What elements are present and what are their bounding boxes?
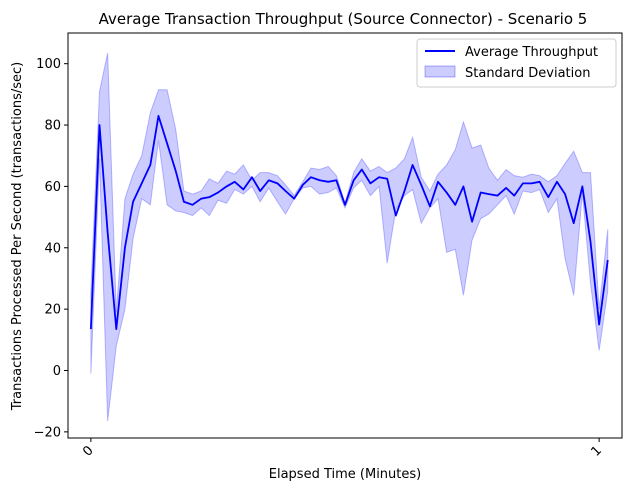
y-tick-label: 0 bbox=[53, 364, 61, 379]
legend: Average Throughput Standard Deviation bbox=[416, 38, 617, 88]
x-axis-title: Elapsed Time (Minutes) bbox=[269, 467, 421, 482]
y-tick-label: −20 bbox=[34, 425, 61, 440]
y-tick-label: 100 bbox=[36, 57, 61, 72]
plot-area bbox=[89, 52, 609, 422]
chart-title: Average Transaction Throughput (Source C… bbox=[99, 10, 588, 28]
std-deviation-band bbox=[90, 52, 609, 422]
y-tick-label: 80 bbox=[44, 119, 61, 134]
legend-box bbox=[416, 38, 617, 88]
series-line-average-throughput bbox=[89, 114, 609, 330]
y-axis-title: Transactions Processed Per Second (trans… bbox=[10, 62, 25, 411]
y-tick-label: 20 bbox=[44, 303, 61, 318]
y-tick-label: 40 bbox=[44, 241, 61, 256]
legend-band-swatch bbox=[424, 65, 456, 78]
y-tick-label: 60 bbox=[44, 180, 61, 195]
legend-label-average: Average Throughput bbox=[465, 45, 598, 60]
y-axis: −20 0 20 40 60 80 100 bbox=[34, 57, 68, 440]
axes-frame bbox=[67, 32, 623, 439]
legend-label-std: Standard Deviation bbox=[465, 66, 590, 81]
